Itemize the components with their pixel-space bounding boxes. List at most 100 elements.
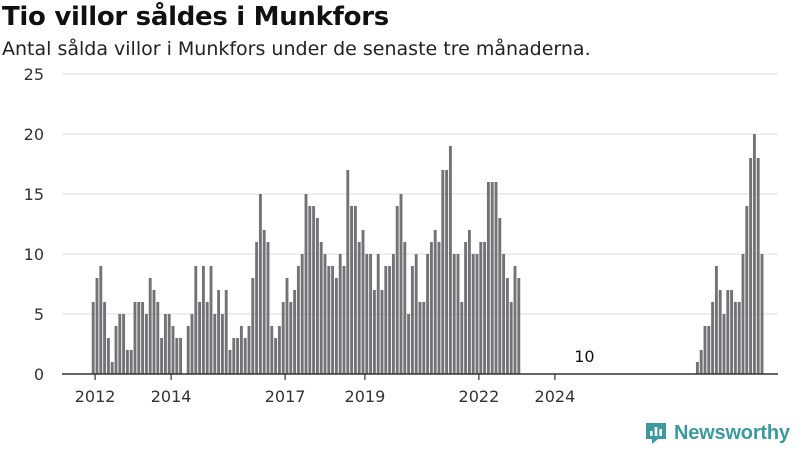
bar (399, 194, 403, 374)
bar (711, 302, 715, 374)
bar (437, 242, 441, 374)
bar (395, 206, 399, 374)
bar (327, 266, 331, 374)
bar (714, 266, 718, 374)
bar (312, 206, 316, 374)
bar (152, 290, 156, 374)
bar (194, 266, 198, 374)
x-tick-label: 2019 (345, 387, 386, 406)
bar (304, 194, 308, 374)
bar (749, 158, 753, 374)
bar (445, 170, 449, 374)
bar (296, 266, 300, 374)
bar (718, 290, 722, 374)
bar (95, 278, 99, 374)
bar (285, 278, 289, 374)
grid-layer (62, 73, 778, 315)
bar (407, 314, 411, 374)
bar (289, 302, 293, 374)
bar (372, 290, 376, 374)
bar (133, 302, 137, 374)
bar (741, 254, 745, 374)
bar (232, 338, 236, 374)
bar (760, 254, 764, 374)
bar (353, 206, 357, 374)
bar (198, 302, 202, 374)
bar (160, 338, 164, 374)
newsworthy-logo: Newsworthy (644, 420, 790, 446)
bar (110, 362, 114, 374)
bar (122, 314, 126, 374)
bar (103, 302, 107, 374)
x-tick-label: 2014 (151, 387, 192, 406)
bar (471, 254, 475, 374)
bar (726, 290, 730, 374)
bar (703, 326, 707, 374)
bar (224, 290, 228, 374)
bar (418, 302, 422, 374)
y-tick-label: 25 (24, 65, 44, 84)
bar (441, 170, 445, 374)
bar (490, 182, 494, 374)
y-tick-label: 15 (24, 185, 44, 204)
bar (323, 254, 327, 374)
bar (255, 242, 259, 374)
y-tick-label: 10 (24, 245, 44, 264)
bar (217, 290, 221, 374)
bar (376, 254, 380, 374)
bar (384, 266, 388, 374)
newsworthy-logo-text: Newsworthy (674, 421, 790, 444)
bar (186, 326, 190, 374)
bar (163, 314, 167, 374)
chart-subtitle: Antal sålda villor i Munkfors under de s… (2, 38, 591, 60)
bar (452, 254, 456, 374)
bar (448, 146, 452, 374)
bar (357, 242, 361, 374)
y-tick-label: 0 (34, 365, 44, 384)
bar-layer (91, 134, 764, 374)
bar (141, 302, 145, 374)
bar (148, 278, 152, 374)
bar (251, 278, 255, 374)
bar (281, 302, 285, 374)
axis-layer: 0 5 10 15 20 25 2012 2014 2017 2019 2022 2024 10 (24, 65, 778, 406)
bar (422, 302, 426, 374)
bar (179, 338, 183, 374)
bar (695, 362, 699, 374)
bar (517, 278, 521, 374)
bar (236, 338, 240, 374)
bar (483, 242, 487, 374)
bar (274, 338, 278, 374)
bar (270, 326, 274, 374)
bar (403, 242, 407, 374)
bar (114, 326, 118, 374)
bar (91, 302, 95, 374)
bar (205, 302, 209, 374)
bar (125, 350, 129, 374)
x-tick-label: 2017 (265, 387, 306, 406)
bar (293, 290, 297, 374)
x-tick-label: 2024 (535, 387, 576, 406)
newsworthy-logo-icon (646, 423, 666, 444)
bar (756, 158, 760, 374)
bar (334, 278, 338, 374)
bar (733, 302, 737, 374)
bar (247, 326, 251, 374)
bar (228, 350, 232, 374)
bar (319, 242, 323, 374)
bar (361, 230, 365, 374)
bar (380, 290, 384, 374)
bar (486, 182, 490, 374)
bar (414, 254, 418, 374)
bar (137, 302, 141, 374)
bar (350, 206, 354, 374)
bar (752, 134, 756, 374)
bar (171, 326, 175, 374)
bar (129, 350, 133, 374)
bar (509, 302, 513, 374)
y-tick-label: 20 (24, 125, 44, 144)
bar (433, 230, 437, 374)
x-tick-label: 2022 (459, 387, 500, 406)
bar (346, 170, 350, 374)
